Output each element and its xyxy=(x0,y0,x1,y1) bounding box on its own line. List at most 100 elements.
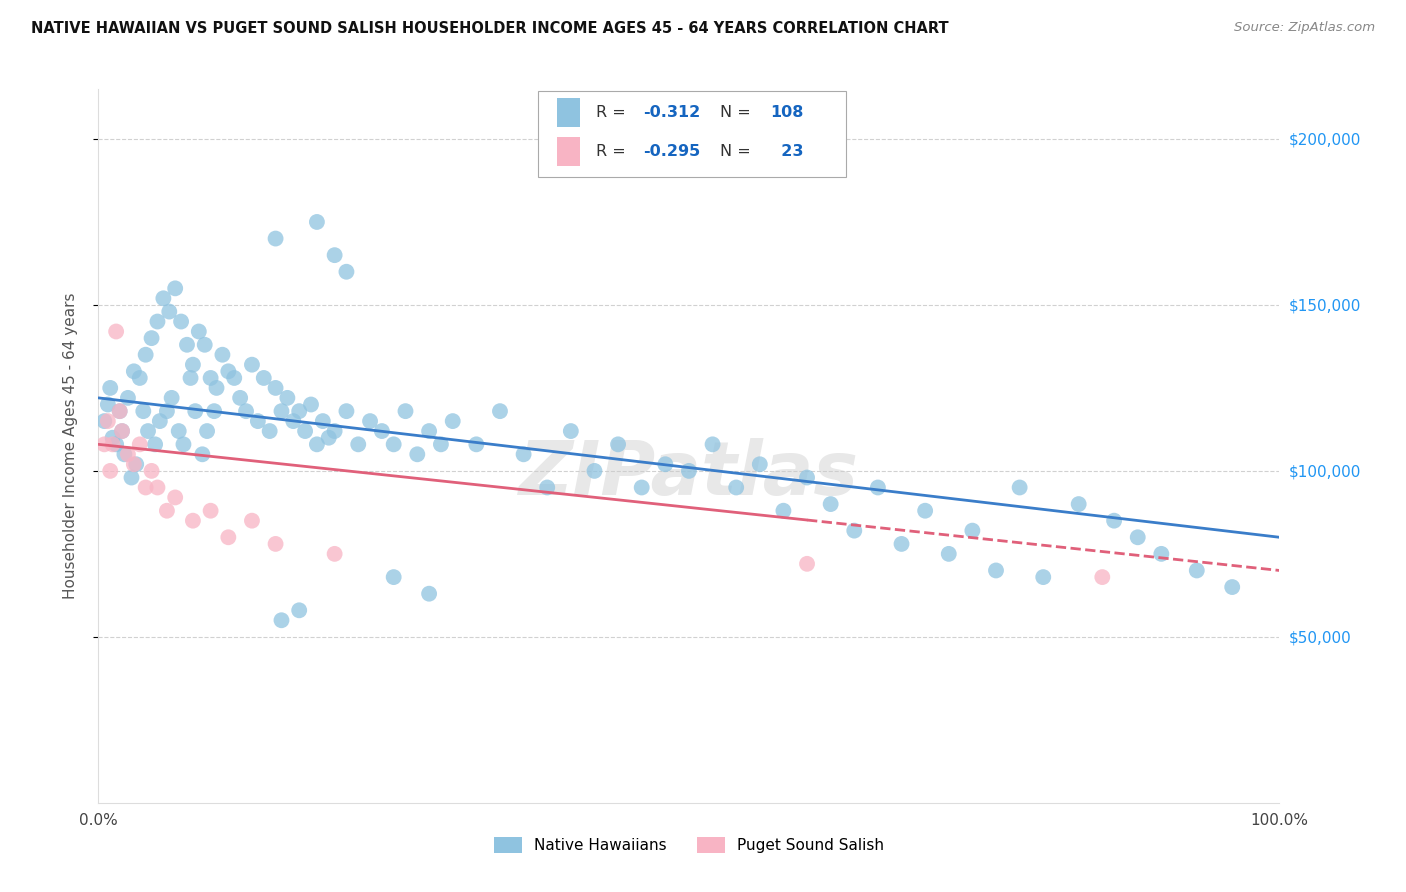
Point xyxy=(253,371,276,385)
Point xyxy=(335,265,357,279)
Text: N =: N = xyxy=(720,105,755,120)
Point xyxy=(382,437,405,451)
Point xyxy=(165,281,187,295)
Point xyxy=(441,414,464,428)
Text: Source: ZipAtlas.com: Source: ZipAtlas.com xyxy=(1234,21,1375,34)
Text: N =: N = xyxy=(720,144,755,159)
Point xyxy=(288,404,311,418)
Point xyxy=(890,537,912,551)
Point xyxy=(205,381,228,395)
Point xyxy=(108,404,131,418)
Point xyxy=(111,424,134,438)
Point xyxy=(371,424,394,438)
Point xyxy=(359,414,381,428)
Point xyxy=(125,457,148,471)
Point xyxy=(143,437,166,451)
Point xyxy=(135,348,157,362)
Point xyxy=(607,437,630,451)
Point xyxy=(299,397,322,411)
Point xyxy=(141,331,163,345)
Bar xyxy=(557,98,581,127)
Point xyxy=(112,447,135,461)
Point xyxy=(181,514,204,528)
Text: 108: 108 xyxy=(770,105,804,120)
Point xyxy=(156,404,179,418)
Point xyxy=(180,371,202,385)
Point xyxy=(160,391,183,405)
Point xyxy=(121,470,143,484)
Point xyxy=(305,437,328,451)
Point xyxy=(583,464,606,478)
Point xyxy=(170,314,193,328)
Text: -0.312: -0.312 xyxy=(643,105,700,120)
Point xyxy=(184,404,207,418)
Point xyxy=(678,464,700,478)
Point xyxy=(146,314,169,328)
Point xyxy=(146,481,169,495)
Point xyxy=(1185,564,1208,578)
Point xyxy=(305,215,328,229)
Point xyxy=(240,358,263,372)
Point xyxy=(172,437,194,451)
Point xyxy=(796,557,818,571)
Point xyxy=(962,524,984,538)
Point xyxy=(128,371,150,385)
Bar xyxy=(557,137,581,166)
Point xyxy=(418,587,440,601)
Point xyxy=(101,437,124,451)
Point xyxy=(1067,497,1090,511)
Point xyxy=(217,530,239,544)
Point xyxy=(820,497,842,511)
Point xyxy=(772,504,794,518)
Point xyxy=(105,437,128,451)
Point xyxy=(122,364,145,378)
Point xyxy=(465,437,488,451)
Point xyxy=(224,371,246,385)
Text: ZIPatlas: ZIPatlas xyxy=(519,438,859,511)
Point xyxy=(335,404,357,418)
Point xyxy=(796,470,818,484)
Point xyxy=(270,404,292,418)
Point xyxy=(156,504,179,518)
Point xyxy=(560,424,582,438)
Point xyxy=(748,457,770,471)
Point xyxy=(264,231,287,245)
Point xyxy=(1091,570,1114,584)
Point xyxy=(240,514,263,528)
Point xyxy=(181,358,204,372)
Point xyxy=(157,304,180,318)
Point xyxy=(702,437,724,451)
Point xyxy=(98,381,121,395)
Point xyxy=(430,437,453,451)
Point xyxy=(294,424,316,438)
Point xyxy=(167,424,190,438)
Point xyxy=(270,613,292,627)
Point xyxy=(93,437,115,451)
Point xyxy=(725,481,748,495)
Point xyxy=(217,364,239,378)
Point xyxy=(101,431,124,445)
Point xyxy=(128,437,150,451)
Point xyxy=(654,457,676,471)
Point xyxy=(229,391,252,405)
Point xyxy=(195,424,218,438)
Point xyxy=(152,291,174,305)
Text: -0.295: -0.295 xyxy=(643,144,700,159)
Text: R =: R = xyxy=(596,105,630,120)
Point xyxy=(489,404,512,418)
Point xyxy=(914,504,936,518)
Point xyxy=(98,464,121,478)
Point xyxy=(276,391,298,405)
Point xyxy=(394,404,416,418)
Point xyxy=(512,447,534,461)
Point xyxy=(1032,570,1054,584)
Point xyxy=(406,447,429,461)
Text: 23: 23 xyxy=(770,144,804,159)
Point xyxy=(97,397,120,411)
Point xyxy=(187,325,209,339)
Point xyxy=(1102,514,1125,528)
Point xyxy=(149,414,172,428)
Point xyxy=(135,481,157,495)
Point xyxy=(312,414,335,428)
Point xyxy=(323,547,346,561)
